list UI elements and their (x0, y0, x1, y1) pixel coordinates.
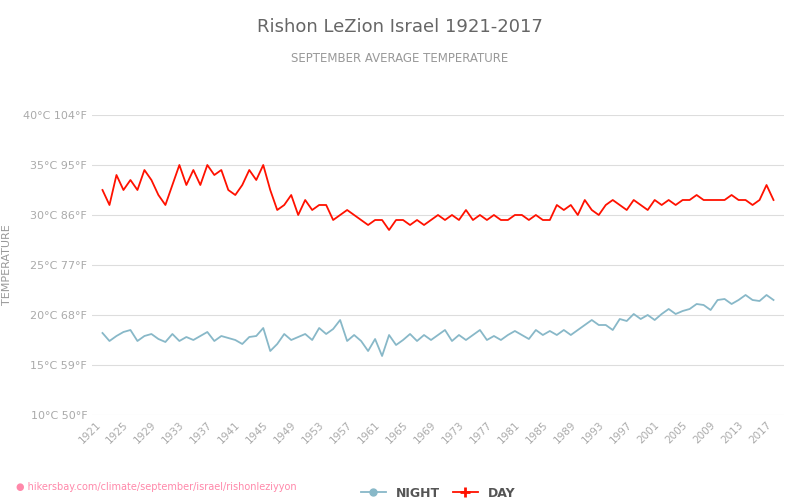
Text: ● hikersbay.com/climate/september/israel/rishonleziyyon: ● hikersbay.com/climate/september/israel… (16, 482, 297, 492)
Text: SEPTEMBER AVERAGE TEMPERATURE: SEPTEMBER AVERAGE TEMPERATURE (291, 52, 509, 66)
Text: Rishon LeZion Israel 1921-2017: Rishon LeZion Israel 1921-2017 (257, 18, 543, 36)
Legend: NIGHT, DAY: NIGHT, DAY (356, 482, 520, 500)
Y-axis label: TEMPERATURE: TEMPERATURE (2, 224, 12, 306)
